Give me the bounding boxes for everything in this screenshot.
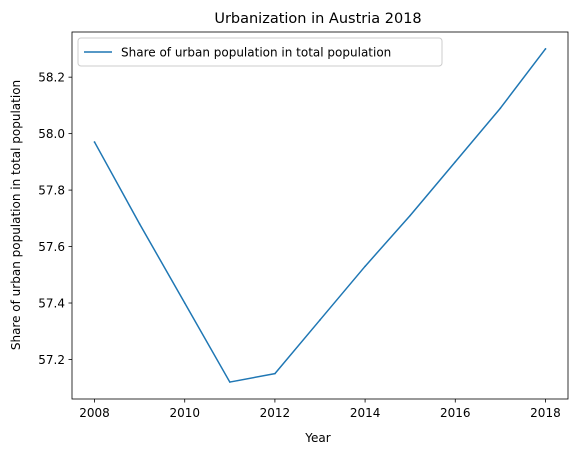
- y-tick-label: 58.2: [38, 70, 65, 84]
- x-axis: 2008 2010 2012 2014 2016 2018: [79, 399, 561, 420]
- y-axis-label: Share of urban population in total popul…: [9, 80, 23, 350]
- y-tick-label: 57.8: [38, 183, 65, 197]
- series-layer: [93, 47, 547, 383]
- data-point: [409, 214, 411, 217]
- x-tick-label: 2010: [169, 406, 200, 420]
- data-point: [319, 319, 321, 321]
- plot-frame: [71, 31, 569, 400]
- data-point: [93, 141, 96, 143]
- legend-box: [77, 37, 443, 67]
- data-point: [364, 265, 366, 268]
- x-tick-label: 2012: [260, 406, 291, 420]
- legend: Share of urban population in total popul…: [77, 37, 443, 67]
- y-tick-label: 58.0: [38, 127, 65, 141]
- data-point: [274, 372, 276, 375]
- x-tick-label: 2016: [440, 406, 471, 420]
- data-point: [544, 48, 547, 50]
- y-axis: 57.2 57.4 57.6 57.8 58.0 58.2: [38, 70, 72, 367]
- y-tick-label: 57.2: [38, 353, 65, 367]
- data-point: [138, 223, 141, 225]
- chart-title: Urbanization in Austria 2018: [214, 11, 421, 27]
- y-tick-label: 57.6: [38, 240, 65, 254]
- x-tick-label: 2008: [79, 406, 110, 420]
- x-tick-label: 2014: [350, 406, 381, 420]
- data-point: [454, 161, 457, 163]
- data-point: [499, 107, 502, 110]
- x-tick-label: 2018: [530, 406, 561, 420]
- legend-entry-label: Share of urban population in total popul…: [121, 46, 391, 60]
- data-point: [229, 381, 231, 383]
- x-axis-label: Year: [304, 431, 330, 445]
- y-tick-label: 57.4: [38, 296, 65, 310]
- data-point: [183, 302, 186, 304]
- plot-area: [72, 32, 568, 399]
